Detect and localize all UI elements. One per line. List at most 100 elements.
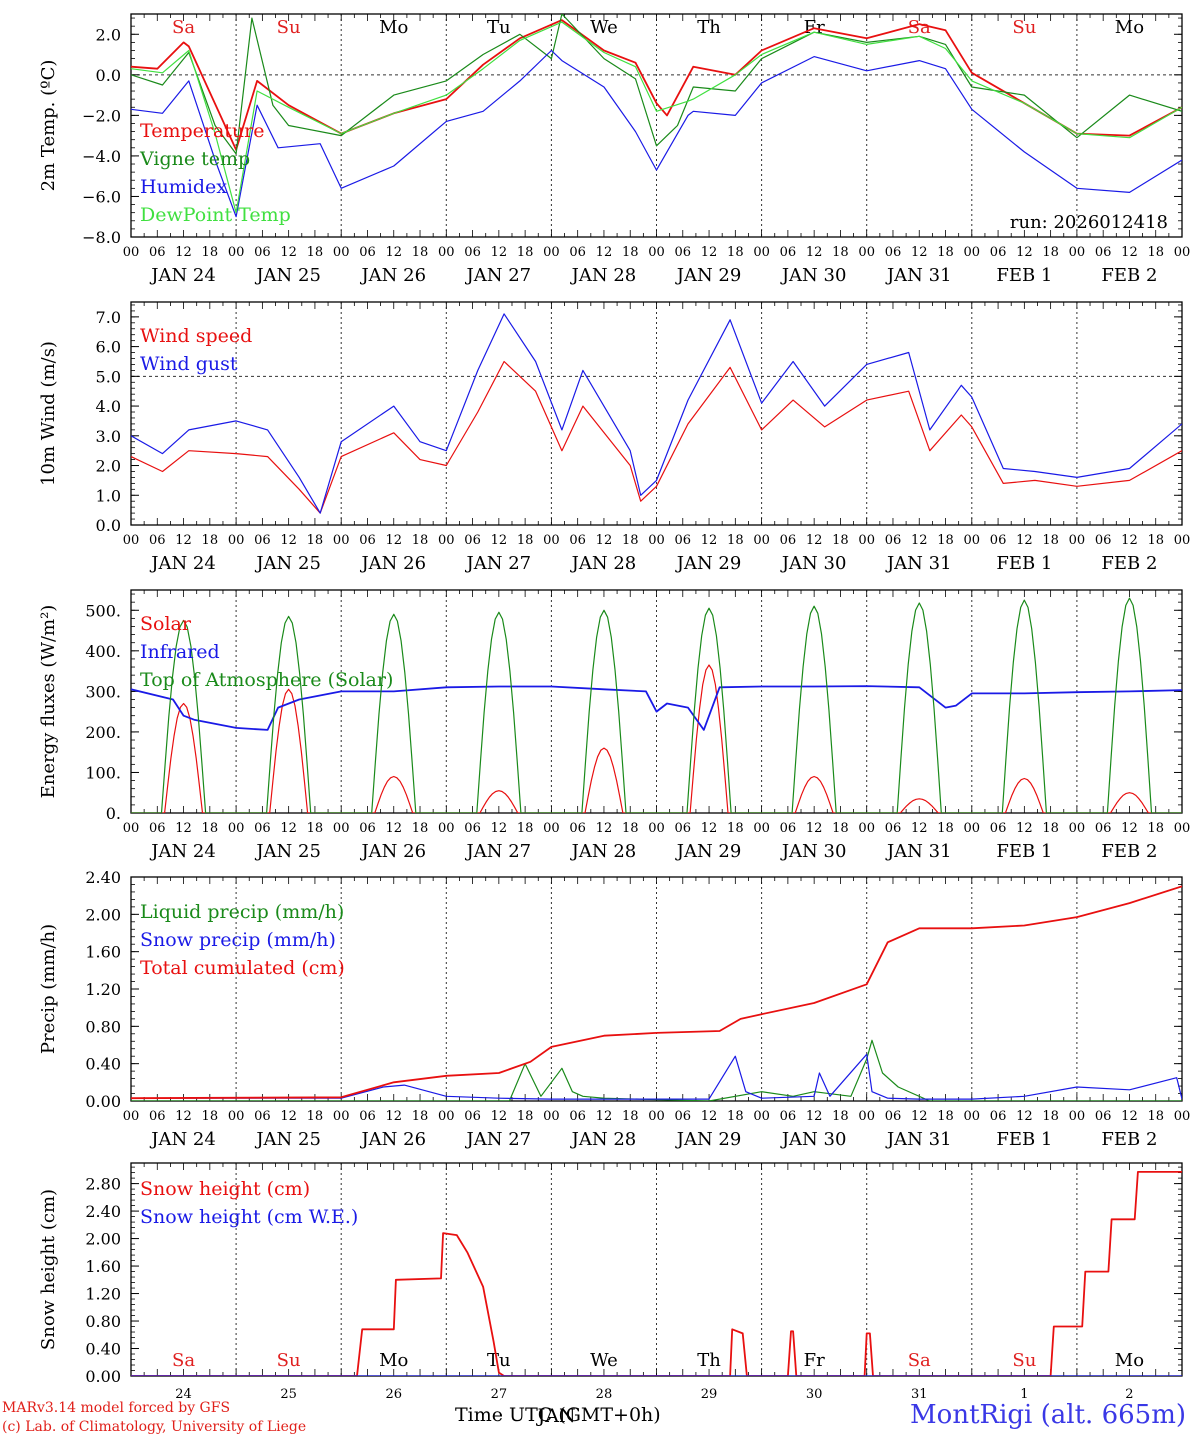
series-line-snow-precip-mm-h- bbox=[131, 1053, 1182, 1100]
hour-tick-label: 00 bbox=[858, 1109, 875, 1124]
hour-tick-label: 00 bbox=[1069, 1109, 1086, 1124]
hour-tick-label: 06 bbox=[254, 1109, 271, 1124]
hour-tick-label: 18 bbox=[517, 533, 534, 548]
date-label: JAN 30 bbox=[780, 265, 847, 286]
weekday-label: Sa bbox=[908, 17, 931, 38]
day-number-label: 26 bbox=[385, 1387, 402, 1402]
weekday-label: Mo bbox=[379, 17, 408, 38]
time-axis-label: Time UTC (GMT+0h) bbox=[455, 1404, 661, 1426]
weekday-label: Th bbox=[697, 17, 721, 38]
hour-tick-label: 18 bbox=[1042, 533, 1059, 548]
hour-tick-label: 00 bbox=[753, 533, 770, 548]
y-tick-label: 5.0 bbox=[96, 367, 121, 386]
legend-entry: Humidex bbox=[140, 176, 227, 198]
hour-tick-label: 06 bbox=[1095, 1109, 1112, 1124]
hour-tick-label: 06 bbox=[990, 821, 1007, 836]
date-label: JAN 31 bbox=[885, 265, 952, 286]
date-label: JAN 26 bbox=[359, 841, 426, 862]
date-label: JAN 31 bbox=[885, 553, 952, 574]
panel-5: 0.00 0.40 0.80 1.20 1.60 2.00 2.40 2.80 Snow hei… bbox=[38, 1162, 1183, 1427]
date-label: JAN 29 bbox=[675, 1129, 742, 1150]
date-label: JAN 26 bbox=[359, 265, 426, 286]
hour-tick-label: 12 bbox=[280, 1109, 297, 1124]
hour-tick-label: 18 bbox=[517, 1109, 534, 1124]
hour-tick-label: 12 bbox=[911, 821, 928, 836]
hour-tick-label: 18 bbox=[412, 1109, 429, 1124]
day-number-label: 1 bbox=[1020, 1387, 1028, 1402]
hour-tick-label: 18 bbox=[937, 245, 954, 260]
hour-tick-label: 06 bbox=[885, 1109, 902, 1124]
hour-tick-label: 12 bbox=[1121, 533, 1138, 548]
y-tick-label: 3.0 bbox=[96, 427, 121, 446]
hour-tick-label: 00 bbox=[964, 821, 981, 836]
panel-1: −8.0 −6.0 −4.0 −2.0 0.0 2.0 2m Temp. (ºC) 00 06 1… bbox=[38, 13, 1190, 286]
legend-entry: Infrared bbox=[140, 641, 220, 663]
hour-tick-label: 06 bbox=[149, 245, 166, 260]
date-label: FEB 1 bbox=[996, 1129, 1052, 1150]
hour-tick-label: 00 bbox=[333, 533, 350, 548]
hour-tick-label: 00 bbox=[753, 245, 770, 260]
y-tick-label: 400. bbox=[85, 642, 121, 661]
y-tick-label: 6.0 bbox=[96, 338, 121, 357]
hour-tick-label: 06 bbox=[464, 821, 481, 836]
y-tick-label: 0.80 bbox=[85, 1312, 121, 1331]
model-credit: MARv3.14 model forced by GFS bbox=[2, 1400, 231, 1416]
hour-tick-label: 18 bbox=[517, 821, 534, 836]
weekday-label: Sa bbox=[172, 17, 195, 38]
hour-tick-label: 12 bbox=[1016, 245, 1033, 260]
hour-tick-label: 18 bbox=[1042, 821, 1059, 836]
hour-tick-label: 18 bbox=[622, 1109, 639, 1124]
date-label: JAN 29 bbox=[675, 265, 742, 286]
legend-entry: Total cumulated (cm) bbox=[140, 957, 345, 979]
y-tick-label: 0.0 bbox=[96, 66, 121, 85]
hour-tick-label: 00 bbox=[1069, 245, 1086, 260]
hour-tick-label: 12 bbox=[911, 245, 928, 260]
hour-tick-label: 06 bbox=[569, 245, 586, 260]
legend-entry: Wind gust bbox=[140, 353, 238, 375]
hour-tick-label: 18 bbox=[832, 245, 849, 260]
hour-tick-label: 00 bbox=[1069, 821, 1086, 836]
series-line-top-of-atmosphere-solar- bbox=[131, 597, 1182, 813]
date-label: JAN 27 bbox=[465, 553, 532, 574]
date-label: FEB 2 bbox=[1101, 553, 1157, 574]
hour-tick-label: 06 bbox=[569, 533, 586, 548]
legend-entry: Solar bbox=[140, 613, 192, 635]
hour-tick-label: 18 bbox=[622, 533, 639, 548]
hour-tick-label: 00 bbox=[648, 821, 665, 836]
hour-tick-label: 18 bbox=[1147, 1109, 1164, 1124]
hour-tick-label: 06 bbox=[464, 245, 481, 260]
y-axis-label: 2m Temp. (ºC) bbox=[38, 60, 59, 192]
hour-tick-label: 00 bbox=[858, 821, 875, 836]
date-label: FEB 1 bbox=[996, 841, 1052, 862]
station-label: MontRigi (alt. 665m) bbox=[910, 1400, 1186, 1430]
date-label: FEB 2 bbox=[1101, 1129, 1157, 1150]
hour-tick-label: 18 bbox=[412, 245, 429, 260]
hour-tick-label: 00 bbox=[753, 1109, 770, 1124]
hour-tick-label: 06 bbox=[569, 1109, 586, 1124]
hour-tick-label: 00 bbox=[858, 245, 875, 260]
y-tick-label: 0.0 bbox=[96, 516, 121, 535]
series-line-humidex bbox=[131, 49, 1182, 218]
hour-tick-label: 00 bbox=[438, 533, 455, 548]
hour-tick-label: 12 bbox=[701, 245, 718, 260]
hour-tick-label: 18 bbox=[202, 533, 219, 548]
hour-tick-label: 06 bbox=[885, 533, 902, 548]
hour-tick-label: 00 bbox=[228, 533, 245, 548]
date-label: JAN 25 bbox=[254, 1129, 321, 1150]
date-label: JAN 28 bbox=[570, 1129, 637, 1150]
y-tick-label: 1.60 bbox=[85, 1257, 121, 1276]
y-tick-label: 0.40 bbox=[85, 1340, 121, 1359]
hour-tick-label: 12 bbox=[491, 245, 508, 260]
series-line-solar bbox=[131, 664, 1182, 813]
hour-tick-label: 12 bbox=[596, 1109, 613, 1124]
hour-tick-label: 12 bbox=[280, 533, 297, 548]
series-line-total-cumulated-cm- bbox=[131, 885, 1182, 1100]
y-tick-label: 1.20 bbox=[85, 980, 121, 999]
hour-tick-label: 12 bbox=[491, 821, 508, 836]
date-label: JAN 29 bbox=[675, 841, 742, 862]
date-label: JAN 24 bbox=[149, 1129, 216, 1150]
hour-tick-label: 06 bbox=[254, 245, 271, 260]
day-number-label: 27 bbox=[491, 1387, 508, 1402]
weekday-label: Tu bbox=[487, 1350, 511, 1371]
legend-entry: Snow height (cm) bbox=[140, 1178, 310, 1200]
